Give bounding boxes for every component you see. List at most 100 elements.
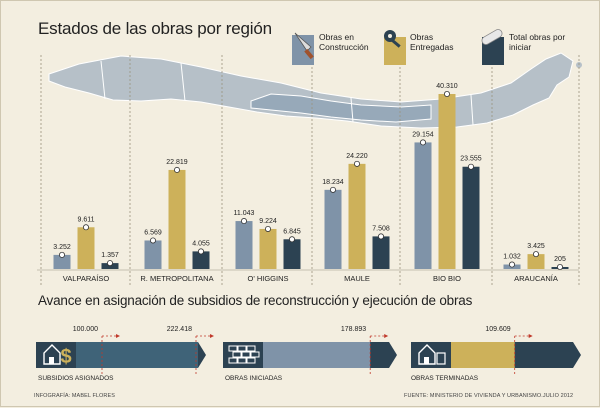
bar-value-label: 22.819	[166, 159, 188, 166]
brick	[237, 357, 247, 364]
bar-marker	[508, 261, 515, 268]
progress-marker-tip	[116, 334, 120, 338]
bar-construction	[144, 240, 162, 269]
progress-fill-0	[76, 342, 198, 368]
bar-value-label: 18.234	[322, 179, 344, 186]
bar-value-label: 205	[554, 256, 566, 263]
bar-value-label: 3.425	[527, 243, 545, 250]
bar-value-label: 6.845	[283, 228, 301, 235]
progress-label-terminadas: OBRAS TERMINADAS	[411, 375, 479, 382]
progress-marker-value: 222.418	[167, 326, 192, 333]
bar-marker	[264, 225, 271, 232]
house-window	[436, 352, 446, 365]
progress-label-iniciadas: OBRAS INICIADAS	[225, 375, 283, 382]
bar-construction	[324, 189, 342, 269]
bar-total	[192, 251, 210, 269]
bar-value-label: 9.611	[78, 216, 95, 223]
map-border	[180, 62, 186, 102]
brick	[232, 351, 242, 358]
category-label: VALPARAÍSO	[63, 274, 110, 283]
bar-total	[283, 239, 301, 269]
bar-value-label: 7.508	[372, 225, 390, 232]
legend-total-label: Total obras por iniciar	[509, 32, 566, 52]
bar-marker	[353, 160, 360, 167]
map-highlight	[250, 93, 432, 123]
progress-fill-1	[263, 342, 371, 368]
bar-delivered	[527, 254, 545, 269]
progress-marker-value: 178.893	[341, 326, 366, 333]
bar-delivered	[168, 169, 186, 269]
bar-value-label: 29.154	[412, 131, 434, 138]
progress-fill-2	[451, 342, 515, 368]
bar-marker	[149, 237, 156, 244]
dollar-sign: $	[60, 346, 71, 368]
bar-value-label: 3.252	[53, 244, 71, 251]
category-label: BIO BIO	[433, 274, 461, 283]
progress-marker-tip	[384, 334, 389, 338]
progress-label-subsidios: SUBSIDIOS ASIGNADOS	[38, 375, 114, 382]
bar-value-label: 9.224	[259, 218, 277, 225]
brick	[228, 345, 238, 352]
brick	[241, 351, 251, 358]
bar-marker	[329, 186, 336, 193]
map-border	[470, 94, 474, 126]
bar-marker	[240, 218, 247, 225]
credit-source: FUENTE: MINISTERIO DE VIVIENDA Y URBANIS…	[404, 393, 574, 399]
bar-delivered	[348, 163, 366, 269]
bar-marker	[443, 91, 450, 98]
progress-marker-tip	[528, 334, 533, 338]
bar-value-label: 6.569	[144, 229, 162, 236]
category-label: ARAUCANÍA	[514, 274, 558, 283]
brick	[250, 351, 260, 358]
category-label: MAULE	[344, 274, 370, 283]
map-border	[100, 60, 106, 100]
category-label: R. METROPOLITANA	[140, 274, 213, 283]
bar-delivered	[77, 227, 95, 269]
bar-value-label: 1.032	[503, 254, 521, 261]
bar-marker	[83, 224, 90, 231]
progress-title: Avance en asignación de subsidios de rec…	[38, 293, 473, 308]
bar-construction	[235, 221, 253, 269]
bar-marker	[197, 248, 204, 255]
progress-marker-value: 100.000	[73, 326, 98, 333]
bar-value-label: 11.043	[234, 210, 255, 217]
bar-construction	[414, 142, 432, 269]
bar-marker	[533, 251, 540, 258]
category-label: O' HIGGINS	[247, 274, 288, 283]
house-outline	[418, 344, 436, 365]
bar-marker	[59, 251, 66, 258]
bar-value-label: 4.055	[192, 240, 210, 247]
house-door	[424, 357, 429, 364]
blueprint-roll-icon	[481, 29, 504, 65]
credit-author: INFOGRAFÍA: MABEL FLORES	[34, 393, 116, 399]
trowel-icon	[292, 32, 314, 65]
brick	[228, 357, 238, 364]
chart-title: Estados de las obras por región	[38, 19, 272, 38]
bar-total	[372, 236, 390, 269]
bar-delivered	[438, 94, 456, 269]
bar-value-label: 23.555	[460, 156, 482, 163]
key-icon	[384, 30, 406, 65]
house-outline	[43, 344, 61, 365]
bar-marker	[173, 166, 180, 173]
brick	[246, 357, 256, 364]
progress-marker-value: 109.609	[485, 326, 510, 333]
map-border	[350, 97, 354, 123]
legend-construction-label: Obras en Construcción	[319, 32, 369, 52]
bar-marker	[377, 233, 384, 240]
bar-construction	[53, 254, 71, 269]
bar-marker	[288, 236, 295, 243]
bar-marker	[419, 139, 426, 146]
house-door	[49, 357, 54, 364]
progress-marker-tip	[210, 334, 214, 338]
bar-value-label: 1.357	[101, 252, 119, 259]
brick	[246, 345, 256, 352]
legend-delivered-label: Obras Entregadas	[410, 32, 454, 52]
bar-delivered	[259, 228, 277, 269]
bar-value-label: 24.220	[346, 153, 368, 160]
brick	[237, 345, 247, 352]
bar-value-label: 40.310	[436, 83, 458, 90]
bar-marker	[467, 163, 474, 170]
